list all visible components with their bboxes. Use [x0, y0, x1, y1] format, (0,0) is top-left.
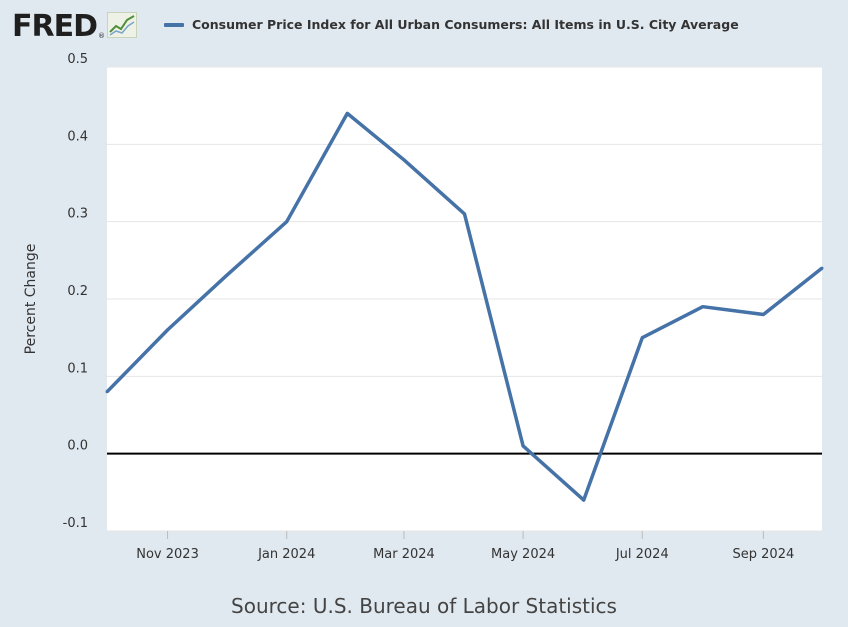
fred-logo[interactable]: FRED ® [12, 10, 137, 44]
data-point[interactable] [701, 305, 705, 309]
x-tick-label: May 2024 [491, 547, 555, 562]
line-chart-icon [107, 12, 137, 38]
y-axis-title: Percent Change [23, 244, 39, 355]
gridlines [107, 66, 822, 532]
data-point[interactable] [820, 266, 824, 270]
y-tick-label: 0.2 [67, 284, 88, 299]
x-tick-label: Nov 2023 [136, 547, 199, 562]
source-note: Source: U.S. Bureau of Labor Statistics [231, 594, 617, 618]
series-layer [105, 111, 824, 502]
y-tick-label: 0.3 [67, 207, 88, 222]
legend-swatch [164, 22, 184, 27]
chart-header: FRED ® Consumer Price Index for All Urba… [0, 0, 848, 58]
y-tick-label: 0.5 [67, 52, 88, 67]
data-point[interactable] [521, 444, 525, 448]
x-tick-label: Mar 2024 [373, 547, 435, 562]
data-point[interactable] [463, 212, 466, 216]
y-tick-label: 0.1 [67, 361, 88, 376]
y-tick-label: -0.1 [63, 516, 88, 531]
data-point[interactable] [640, 336, 644, 340]
data-point[interactable] [166, 328, 170, 332]
data-point[interactable] [285, 220, 289, 224]
data-point[interactable] [402, 158, 406, 162]
chart-legend: Consumer Price Index for All Urban Consu… [164, 17, 739, 32]
line-chart: -0.1 0.0 0.1 0.2 0.3 0.4 0.5 Nov 2023 Jan 2024 M… [23, 52, 824, 562]
data-point[interactable] [761, 312, 765, 316]
x-tick-label: Jan 2024 [257, 547, 315, 562]
data-point[interactable] [105, 390, 109, 394]
y-tick-label: 0.0 [67, 439, 88, 454]
legend-label: Consumer Price Index for All Urban Consu… [192, 17, 739, 32]
fred-logo-text: FRED [12, 9, 98, 44]
data-point[interactable] [582, 498, 586, 502]
x-axis-ticks: Nov 2023 Jan 2024 Mar 2024 May 2024 Jul 2024… [136, 531, 794, 562]
y-axis-ticks: -0.1 0.0 0.1 0.2 0.3 0.4 0.5 [63, 52, 88, 531]
x-tick-label: Jul 2024 [615, 547, 669, 562]
x-tick-label: Sep 2024 [733, 547, 795, 562]
y-tick-label: 0.4 [67, 129, 88, 144]
trademark-symbol: ® [98, 32, 105, 40]
data-point[interactable] [345, 111, 349, 115]
data-point[interactable] [224, 274, 228, 278]
